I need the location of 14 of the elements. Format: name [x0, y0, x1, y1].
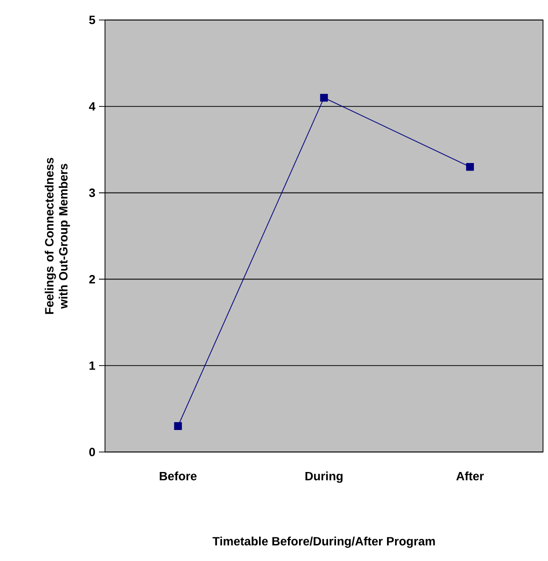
y-tick-label: 0: [89, 448, 95, 456]
y-tick-label: 4: [88, 102, 96, 111]
y-tick-label: 1: [90, 361, 96, 370]
y-tick-label: 5: [89, 16, 96, 24]
y-axis-title: Feelings of Connectedness with Out-Group Members: [44, 158, 70, 314]
x-tick-label: After: [456, 472, 484, 480]
y-tick-label: 3: [89, 188, 96, 198]
y-tick-label: 2: [89, 275, 95, 284]
x-tick-label: During: [305, 472, 343, 483]
x-axis-title: Timetable Before/During/After Program: [212, 536, 435, 548]
x-tick-label: Before: [160, 472, 197, 480]
point: [174, 422, 182, 430]
point: [320, 94, 328, 102]
point: [466, 162, 474, 171]
